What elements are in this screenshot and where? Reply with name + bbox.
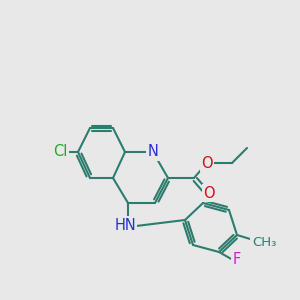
Text: F: F <box>233 253 241 268</box>
Text: HN: HN <box>114 218 136 232</box>
Text: Cl: Cl <box>53 145 67 160</box>
Text: O: O <box>203 185 215 200</box>
Text: CH₃: CH₃ <box>252 236 276 248</box>
Text: N: N <box>148 145 158 160</box>
Text: O: O <box>201 155 213 170</box>
